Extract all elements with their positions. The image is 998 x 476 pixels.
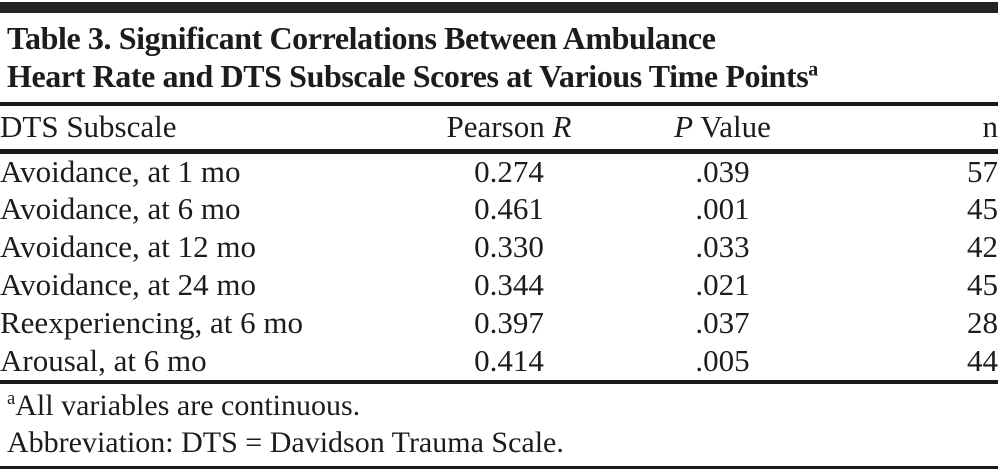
cell-pearson-r: 0.344 — [419, 266, 599, 304]
cell-pearson-r: 0.274 — [419, 151, 599, 190]
correlations-table: DTS Subscale Pearson R P Value n Avoidan… — [0, 106, 998, 380]
table-title: Table 3. Significant Correlations Betwee… — [0, 13, 998, 102]
footnote-a-text: All variables are continuous. — [15, 389, 360, 422]
cell-n: 42 — [846, 228, 998, 266]
cell-n: 28 — [846, 304, 998, 342]
column-header-p-value: P Value — [599, 106, 847, 151]
cell-pearson-r: 0.414 — [419, 342, 599, 380]
cell-n: 57 — [846, 151, 998, 190]
column-header-dts-subscale-label: DTS Subscale — [0, 109, 177, 144]
column-header-n: n — [846, 106, 998, 151]
footnote-abbreviation: Abbreviation: DTS = Davidson Trauma Scal… — [7, 424, 990, 461]
column-header-n-label: n — [983, 109, 998, 144]
table-title-line2: Heart Rate and DTS Subscale Scores at Va… — [7, 58, 808, 94]
table-title-line1: Table 3. Significant Correlations Betwee… — [7, 20, 716, 56]
bottom-rule — [0, 466, 998, 469]
table-row: Avoidance, at 1 mo 0.274 .039 57 — [0, 151, 998, 190]
cell-p-value: .001 — [599, 190, 847, 228]
column-header-pearson-r: Pearson R — [419, 106, 599, 151]
cell-subscale: Reexperiencing, at 6 mo — [0, 304, 419, 342]
cell-pearson-r: 0.461 — [419, 190, 599, 228]
cell-subscale: Avoidance, at 24 mo — [0, 266, 419, 304]
table-footnotes: aAll variables are continuous. Abbreviat… — [0, 384, 998, 466]
cell-subscale: Avoidance, at 1 mo — [0, 151, 419, 190]
table-header-row: DTS Subscale Pearson R P Value n — [0, 106, 998, 151]
column-header-pearson-r-symbol: R — [552, 109, 571, 144]
cell-p-value: .021 — [599, 266, 847, 304]
cell-subscale: Arousal, at 6 mo — [0, 342, 419, 380]
cell-p-value: .033 — [599, 228, 847, 266]
table-row: Avoidance, at 24 mo 0.344 .021 45 — [0, 266, 998, 304]
column-header-pearson-prefix: Pearson — [447, 109, 553, 144]
cell-p-value: .005 — [599, 342, 847, 380]
top-rule — [0, 2, 998, 13]
column-header-dts-subscale: DTS Subscale — [0, 106, 419, 151]
table-title-footnote-marker: a — [808, 58, 818, 80]
cell-subscale: Avoidance, at 12 mo — [0, 228, 419, 266]
cell-subscale: Avoidance, at 6 mo — [0, 190, 419, 228]
footnote-abbreviation-text: Abbreviation: DTS = Davidson Trauma Scal… — [7, 426, 564, 459]
table-row: Avoidance, at 12 mo 0.330 .033 42 — [0, 228, 998, 266]
cell-p-value: .037 — [599, 304, 847, 342]
cell-n: 44 — [846, 342, 998, 380]
table-row: Reexperiencing, at 6 mo 0.397 .037 28 — [0, 304, 998, 342]
cell-n: 45 — [846, 190, 998, 228]
cell-n: 45 — [846, 266, 998, 304]
cell-pearson-r: 0.330 — [419, 228, 599, 266]
column-header-p-value-suffix: Value — [693, 109, 771, 144]
footnote-a: aAll variables are continuous. — [7, 387, 990, 424]
table-row: Arousal, at 6 mo 0.414 .005 44 — [0, 342, 998, 380]
column-header-p-symbol: P — [674, 109, 693, 144]
cell-pearson-r: 0.397 — [419, 304, 599, 342]
cell-p-value: .039 — [599, 151, 847, 190]
table-row: Avoidance, at 6 mo 0.461 .001 45 — [0, 190, 998, 228]
